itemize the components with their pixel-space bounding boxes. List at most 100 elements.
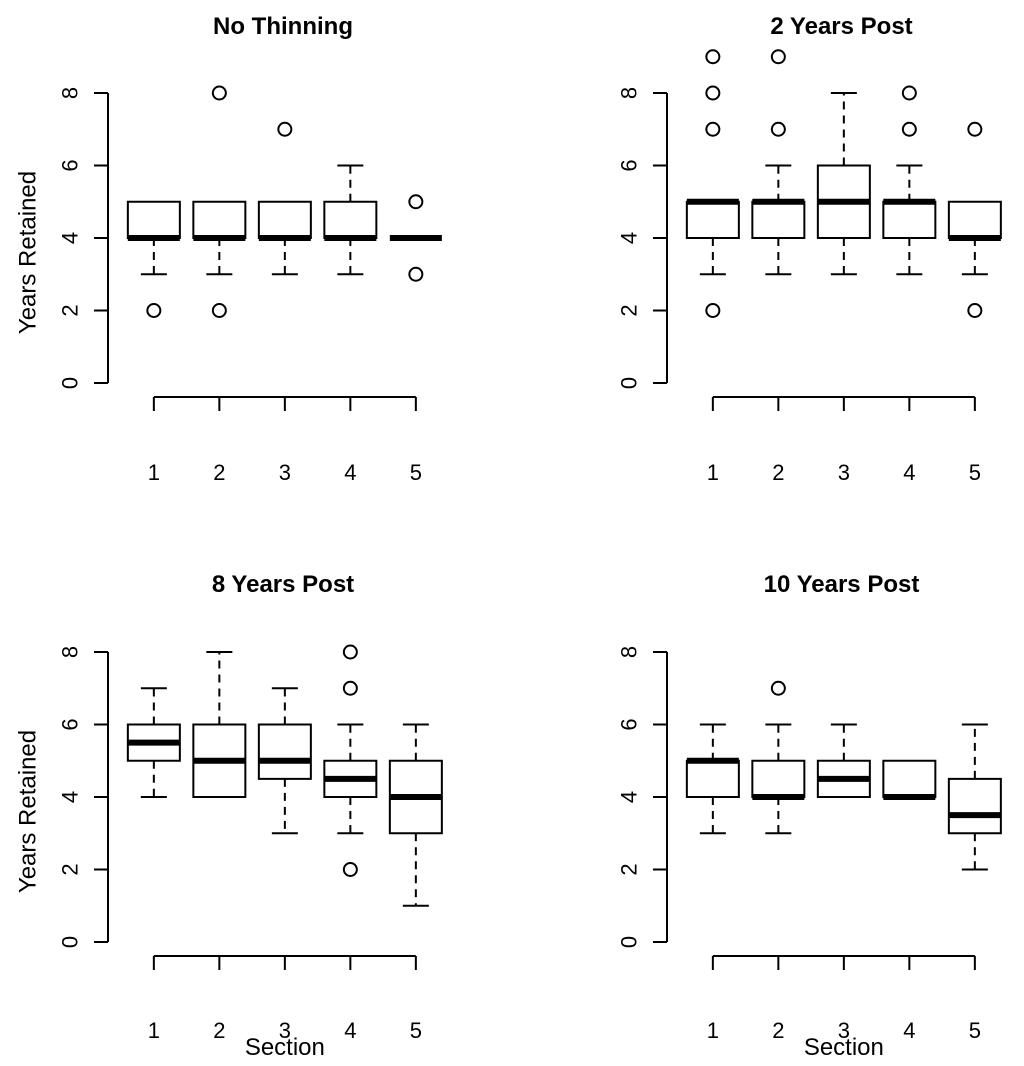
x-tick-label: 1 (148, 460, 160, 485)
x-tick-label: 3 (838, 1018, 850, 1043)
iqr-box (685, 759, 740, 798)
box-section-4 (882, 759, 937, 800)
y-tick-label: 2 (58, 304, 83, 316)
y-tick-label: 2 (617, 304, 642, 316)
iqr-box (126, 200, 181, 239)
outlier-point (408, 194, 424, 210)
box-section-5 (388, 723, 443, 907)
outlier-point (967, 303, 983, 318)
box-section-3 (257, 687, 312, 835)
y-tick-label: 0 (58, 936, 83, 948)
box-section-1 (126, 687, 181, 798)
x-tick-label: 2 (772, 1018, 784, 1043)
box-section-1 (126, 200, 181, 318)
x-tick-label: 2 (213, 460, 225, 485)
x-tick-label: 3 (279, 460, 291, 485)
x-tick-label: 4 (344, 460, 356, 485)
outlier-point (705, 121, 721, 137)
outlier-point (342, 644, 358, 660)
outlier-point (705, 49, 721, 65)
panel-1: No Thinning 0 2 4 6 8 1 2 3 4 5 Years Retained (15, 13, 442, 485)
iqr-box (192, 200, 247, 239)
y-tick-label: 0 (617, 377, 642, 389)
x-tick-label: 2 (213, 1018, 225, 1043)
outlier-point (967, 121, 983, 137)
iqr-box (882, 759, 937, 798)
x-tick-label: 3 (279, 1018, 291, 1043)
box-section-3 (257, 121, 312, 276)
outlier-point (342, 862, 358, 877)
box-section-3 (816, 92, 871, 276)
y-tick-label: 8 (58, 646, 83, 658)
x-tick-label: 5 (969, 1018, 981, 1043)
outlier-point (901, 85, 917, 101)
outlier-point (211, 303, 227, 318)
y-tick-label: 6 (617, 159, 642, 171)
x-tick-label: 4 (903, 1018, 915, 1043)
x-tick-label: 1 (707, 1018, 719, 1043)
x-tick-label: 4 (903, 460, 915, 485)
y-tick-label: 4 (58, 232, 83, 244)
y-tick-label: 8 (58, 87, 83, 99)
box-section-4 (882, 85, 937, 276)
outlier-point (342, 680, 358, 696)
iqr-box (947, 777, 1002, 835)
box-section-3 (816, 723, 871, 798)
outlier-point (770, 680, 786, 696)
iqr-box (323, 200, 378, 239)
y-tick-label: 6 (58, 718, 83, 730)
panel-title: No Thinning (213, 13, 353, 40)
outlier-point (211, 85, 227, 101)
y-tick-label: 4 (617, 791, 642, 803)
panel-title: 8 Years Post (212, 571, 354, 598)
y-axis-label: Years Retained (15, 730, 42, 893)
y-tick-label: 8 (617, 87, 642, 99)
panel-4: 10 Years Post 0 2 4 6 8 1 2 3 4 5 Section (617, 571, 1002, 1061)
panel-title: 2 Years Post (770, 13, 912, 40)
box-section-1 (685, 723, 740, 835)
y-tick-label: 4 (58, 791, 83, 803)
box-section-1 (685, 49, 740, 318)
outlier-point (705, 303, 721, 318)
y-tick-label: 8 (617, 646, 642, 658)
box-section-5 (947, 723, 1002, 871)
x-tick-label: 2 (772, 460, 784, 485)
panel-3: 8 Years Post 0 2 4 6 8 1 2 3 4 5 Years Retained Sect… (15, 571, 443, 1061)
y-tick-label: 0 (617, 936, 642, 948)
x-tick-label: 5 (410, 1018, 422, 1043)
x-axis-label: Section (804, 1034, 884, 1061)
outlier-point (705, 85, 721, 101)
iqr-box (257, 723, 312, 780)
outlier-point (277, 121, 293, 137)
x-tick-label: 1 (707, 460, 719, 485)
y-tick-label: 0 (58, 377, 83, 389)
outlier-point (146, 303, 162, 318)
box-section-4 (323, 644, 378, 877)
outlier-point (408, 266, 424, 282)
y-tick-label: 6 (58, 159, 83, 171)
box-section-5 (947, 121, 1002, 318)
outlier-point (901, 121, 917, 137)
outlier-point (770, 49, 786, 65)
outlier-point (770, 121, 786, 137)
x-tick-label: 1 (148, 1018, 160, 1043)
iqr-box (685, 200, 740, 239)
iqr-box (947, 200, 1002, 239)
box-section-2 (751, 49, 806, 276)
y-tick-label: 2 (617, 863, 642, 875)
box-section-2 (751, 680, 806, 835)
box-section-5 (389, 194, 442, 282)
x-tick-label: 5 (410, 460, 422, 485)
y-tick-label: 2 (58, 863, 83, 875)
box-section-4 (323, 164, 378, 276)
box-section-2 (192, 85, 247, 318)
y-axis-label: Years Retained (15, 171, 42, 334)
iqr-box (751, 759, 806, 798)
panel-2: 2 Years Post 0 2 4 6 8 1 2 3 4 5 (617, 13, 1002, 485)
box-section-2 (192, 651, 247, 798)
x-tick-label: 4 (344, 1018, 356, 1043)
iqr-box (257, 200, 312, 239)
x-tick-label: 3 (838, 460, 850, 485)
x-tick-label: 5 (969, 460, 981, 485)
